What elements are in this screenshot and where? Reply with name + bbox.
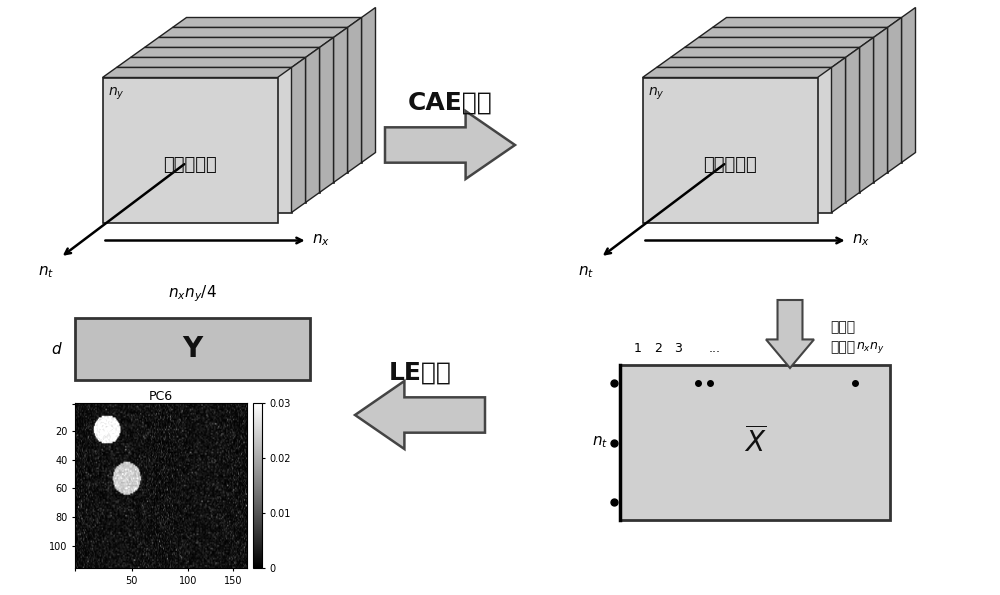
Text: 重构热图像: 重构热图像	[703, 156, 757, 174]
Polygon shape	[355, 381, 485, 449]
Text: 1: 1	[634, 342, 642, 355]
Polygon shape	[670, 48, 860, 58]
Bar	[712, 27, 888, 173]
Text: $n_t$: $n_t$	[592, 435, 608, 450]
Polygon shape	[362, 8, 376, 162]
Text: $n_x$: $n_x$	[312, 233, 331, 248]
Title: PC6: PC6	[149, 390, 173, 403]
Text: LE降维: LE降维	[389, 361, 451, 385]
Polygon shape	[348, 17, 362, 173]
Polygon shape	[130, 48, 320, 58]
Polygon shape	[158, 27, 348, 37]
Text: $n_xn_y$: $n_xn_y$	[856, 340, 884, 355]
Polygon shape	[888, 17, 902, 173]
Bar	[173, 27, 348, 173]
Polygon shape	[832, 58, 846, 212]
Text: Y: Y	[182, 335, 203, 363]
Text: $n_y$: $n_y$	[108, 86, 124, 102]
Bar	[103, 77, 278, 223]
Bar	[698, 37, 874, 183]
Text: 原始热图像: 原始热图像	[163, 156, 217, 174]
Text: ...: ...	[709, 342, 721, 355]
Bar	[684, 48, 860, 193]
Polygon shape	[846, 48, 860, 202]
Bar	[158, 37, 334, 183]
Polygon shape	[684, 37, 874, 48]
Polygon shape	[144, 37, 334, 48]
Bar	[620, 365, 890, 520]
Polygon shape	[766, 300, 814, 368]
Text: $n_y$: $n_y$	[648, 86, 664, 102]
Polygon shape	[874, 27, 888, 183]
Text: $n_t$: $n_t$	[38, 265, 54, 280]
Polygon shape	[103, 67, 292, 77]
Bar	[186, 17, 362, 162]
Bar	[642, 77, 818, 223]
Polygon shape	[698, 27, 888, 37]
Polygon shape	[642, 67, 832, 77]
Bar	[116, 67, 292, 212]
Text: $n_x$: $n_x$	[852, 233, 871, 248]
Bar	[670, 58, 846, 202]
Polygon shape	[902, 8, 916, 162]
Bar	[726, 17, 902, 162]
Text: $n_t$: $n_t$	[578, 265, 594, 280]
Polygon shape	[173, 17, 362, 27]
Polygon shape	[306, 48, 320, 202]
Text: CAE重构: CAE重构	[408, 91, 492, 115]
Text: $\overline{X}$: $\overline{X}$	[744, 427, 766, 458]
Polygon shape	[334, 27, 348, 183]
Bar	[144, 48, 320, 193]
Text: 2: 2	[654, 342, 662, 355]
Text: 3: 3	[674, 342, 682, 355]
Polygon shape	[292, 58, 306, 212]
Text: 展开及
预处理: 展开及 预处理	[830, 320, 855, 355]
Bar	[130, 58, 306, 202]
Polygon shape	[320, 37, 334, 193]
Polygon shape	[385, 111, 515, 179]
Polygon shape	[116, 58, 306, 67]
Polygon shape	[656, 58, 846, 67]
Text: $n_xn_y/4$: $n_xn_y/4$	[168, 283, 217, 304]
Bar	[75, 318, 310, 380]
Polygon shape	[712, 17, 902, 27]
Polygon shape	[860, 37, 874, 193]
Text: $d$: $d$	[51, 341, 63, 357]
Bar	[656, 67, 832, 212]
